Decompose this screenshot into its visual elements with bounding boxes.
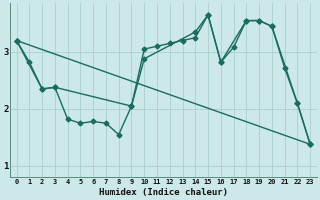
X-axis label: Humidex (Indice chaleur): Humidex (Indice chaleur) [99,188,228,197]
